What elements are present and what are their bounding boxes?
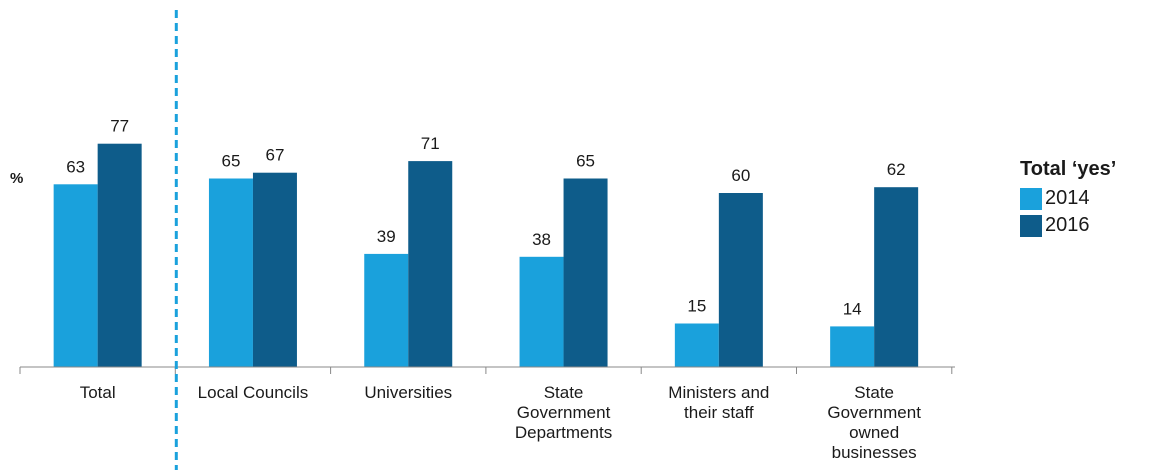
data-label-2014-2: 39 <box>377 227 396 246</box>
bar-2016-1 <box>252 172 297 367</box>
x-tick-label-3-1: Government <box>517 403 611 422</box>
data-label-2016-3: 65 <box>576 152 595 171</box>
legend: Total ‘yes’ 2014 2016 <box>1020 158 1116 239</box>
legend-swatch-2014 <box>1020 187 1042 210</box>
x-tick-label-4-0: Ministers and <box>668 383 769 402</box>
data-label-2014-1: 65 <box>221 152 240 171</box>
bar-2016-2 <box>408 161 453 367</box>
data-label-2016-0: 77 <box>110 117 129 136</box>
legend-label-2014: 2014 <box>1045 187 1090 209</box>
bar-2014-1 <box>208 178 253 367</box>
y-axis-label: % <box>10 170 24 187</box>
bar-2014-2 <box>364 253 409 367</box>
x-tick-label-4-1: their staff <box>684 403 754 422</box>
bar-2014-4 <box>674 323 719 367</box>
bar-2014-3 <box>519 256 564 367</box>
legend-title: Total ‘yes’ <box>1020 158 1117 180</box>
legend-swatch-2016 <box>1020 214 1042 237</box>
legend-item-2016: 2016 <box>1020 212 1116 239</box>
bar-2016-3 <box>563 178 608 367</box>
bar-2014-5 <box>830 326 875 367</box>
x-tick-label-0-0: Total <box>80 383 116 402</box>
data-label-2016-4: 60 <box>731 166 750 185</box>
x-tick-label-3-0: State <box>544 383 584 402</box>
bar-2016-4 <box>718 193 763 367</box>
data-label-2014-5: 14 <box>843 299 862 318</box>
x-tick-label-5-1: Government <box>827 403 921 422</box>
data-label-2016-2: 71 <box>421 134 440 153</box>
x-tick-label-3-2: Departments <box>515 423 612 442</box>
bar-2016-5 <box>874 187 919 367</box>
data-label-2014-0: 63 <box>66 157 85 176</box>
legend-label-2016: 2016 <box>1045 214 1090 236</box>
x-tick-label-5-0: State <box>854 383 894 402</box>
x-tick-label-5-3: businesses <box>832 443 917 462</box>
bar-2016-0 <box>97 143 142 367</box>
x-tick-label-1-0: Local Councils <box>198 383 309 402</box>
bar-2014-0 <box>53 184 98 367</box>
legend-item-2014: 2014 <box>1020 185 1116 212</box>
data-label-2014-4: 15 <box>687 297 706 316</box>
x-tick-label-2-0: Universities <box>364 383 452 402</box>
data-label-2014-3: 38 <box>532 230 551 249</box>
data-label-2016-1: 67 <box>265 146 284 165</box>
data-label-2016-5: 62 <box>887 160 906 179</box>
x-tick-label-5-2: owned <box>849 423 899 442</box>
